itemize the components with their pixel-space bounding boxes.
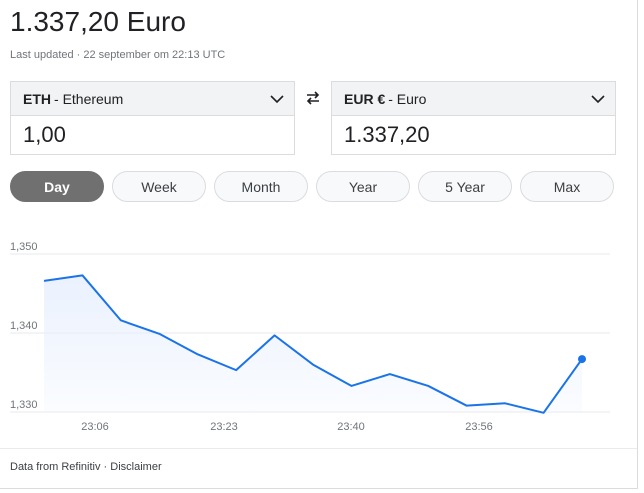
- tab-month[interactable]: Month: [214, 171, 308, 202]
- data-source-text: Data from Refinitiv: [10, 461, 101, 473]
- tab-year[interactable]: Year: [316, 171, 410, 202]
- y-tick-label: 1,350: [10, 241, 38, 253]
- data-source-footer: Data from Refinitiv · Disclaimer: [10, 461, 162, 473]
- price-chart[interactable]: 1,330 1,340 1,350 23:06 23:23 23:40 23:56: [0, 230, 620, 440]
- last-updated-text: Last updated · 22 september om 22:13 UTC: [10, 49, 226, 61]
- y-tick-label: 1,330: [10, 399, 38, 411]
- tab-day[interactable]: Day: [10, 171, 104, 202]
- to-amount-input[interactable]: [332, 116, 615, 154]
- area-fill: [44, 275, 582, 413]
- chevron-down-icon: [591, 91, 605, 107]
- range-tabs: Day Week Month Year 5 Year Max: [10, 171, 614, 202]
- current-point-marker: [578, 355, 586, 364]
- tab-5-year[interactable]: 5 Year: [418, 171, 512, 202]
- x-tick-label: 23:06: [81, 421, 109, 433]
- tab-week[interactable]: Week: [112, 171, 206, 202]
- headline-currency: Euro: [126, 6, 186, 37]
- from-currency-select[interactable]: ETH - Ethereum: [11, 82, 294, 116]
- converted-amount-headline: 1.337,20 Euro: [10, 4, 186, 40]
- y-tick-label: 1,340: [10, 320, 38, 332]
- to-currency-box: EUR € - Euro: [331, 81, 616, 155]
- x-tick-label: 23:56: [465, 421, 493, 433]
- headline-amount: 1.337,20: [10, 6, 119, 37]
- tab-max[interactable]: Max: [520, 171, 614, 202]
- to-currency-select[interactable]: EUR € - Euro: [332, 82, 615, 116]
- disclaimer-link[interactable]: Disclaimer: [110, 461, 162, 473]
- from-amount-input[interactable]: [11, 116, 294, 154]
- from-currency-box: ETH - Ethereum: [10, 81, 295, 155]
- swap-arrows-icon[interactable]: [303, 88, 323, 108]
- to-currency-name: - Euro: [388, 90, 427, 107]
- x-tick-label: 23:23: [210, 421, 238, 433]
- from-currency-name: - Ethereum: [54, 90, 124, 107]
- x-tick-label: 23:40: [337, 421, 365, 433]
- from-currency-code: ETH: [23, 90, 51, 107]
- footer-divider: [0, 448, 637, 449]
- chevron-down-icon: [270, 91, 284, 107]
- price-line: [43, 274, 583, 414]
- to-currency-code: EUR €: [344, 90, 386, 107]
